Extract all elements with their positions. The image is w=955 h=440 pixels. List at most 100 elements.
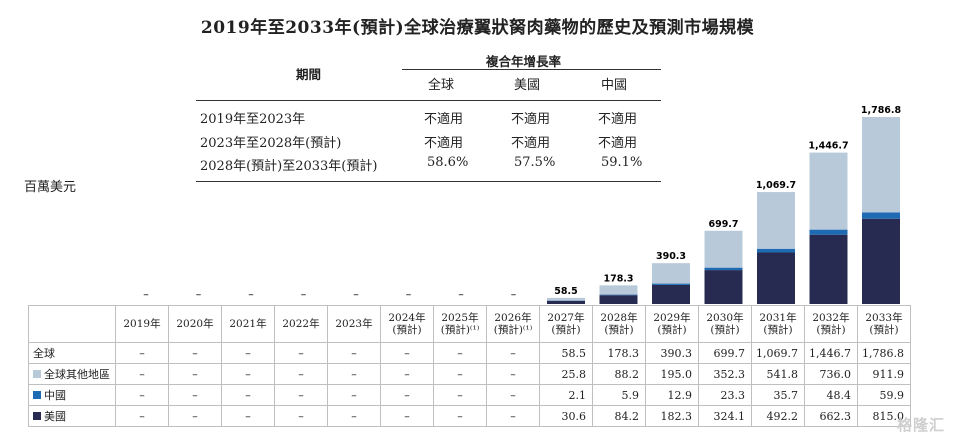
cagr-row-value: 不適用	[511, 136, 551, 151]
cagr-row-value: 58.6%	[427, 155, 469, 170]
table-cell: 12.9	[645, 384, 699, 406]
cagr-bottom-rule	[196, 181, 661, 182]
bar-segment	[704, 230, 743, 268]
table-column-header: 2029年 (預計)	[645, 305, 699, 343]
column-header-line: (預計)	[551, 324, 581, 336]
table-cell: 178.3	[592, 342, 646, 364]
row-label-cell: 全球	[28, 342, 116, 364]
table-cell: 662.3	[804, 405, 858, 427]
bar-total-label: –	[196, 288, 202, 301]
bar-segment	[862, 218, 900, 304]
table-cell: –	[221, 384, 275, 406]
table-cell: –	[486, 342, 540, 364]
table-cell: 182.3	[645, 405, 699, 427]
bar-segment	[809, 152, 848, 230]
bar-segment	[757, 192, 795, 249]
bar-segment	[652, 284, 690, 304]
cagr-row-value: 57.5%	[514, 155, 556, 170]
table-cell: –	[221, 405, 275, 427]
table-cell: –	[327, 405, 381, 427]
table-cell: 59.9	[857, 384, 911, 406]
bar-segment	[809, 229, 848, 235]
table-cell: 195.0	[645, 363, 699, 385]
table-cell: –	[433, 405, 487, 427]
bar-segment	[599, 285, 638, 295]
table-column-header: 2022年	[274, 305, 328, 343]
bar-segment	[809, 234, 848, 304]
cagr-table: 期間 複合年增長率 全球 美國 中國 2019年至2023年 不適用 不適用 不…	[196, 46, 661, 184]
bar-segment	[704, 270, 743, 304]
column-header-line: 2027年	[547, 312, 585, 324]
table-column-header: 2024年 (預計)	[380, 305, 434, 343]
column-header-line: 2033年	[865, 312, 903, 324]
column-header-line: 2032年	[812, 312, 850, 324]
table-column-header: 2026年 (預計)⁽¹⁾	[486, 305, 540, 343]
table-cell: –	[168, 384, 222, 406]
bar-segment	[599, 294, 638, 296]
table-cell: 48.4	[804, 384, 858, 406]
column-header-line: 2024年	[388, 312, 426, 324]
row-label: 中國	[44, 389, 66, 402]
bar-total-label: –	[458, 288, 464, 301]
table-cell: 699.7	[698, 342, 752, 364]
table-cell: 1,446.7	[804, 342, 858, 364]
table-cell: 815.0	[857, 405, 911, 427]
legend-swatch	[33, 391, 41, 399]
bar-segment	[547, 300, 585, 304]
cagr-row-period: 2023年至2028年(預計)	[200, 136, 342, 151]
table-column-header: 2032年 (預計)	[804, 305, 858, 343]
bar-total-label: –	[248, 288, 254, 301]
table-cell: 324.1	[698, 405, 752, 427]
table-column-header: 2019年	[115, 305, 169, 343]
table-cell: 390.3	[645, 342, 699, 364]
table-cell: –	[380, 384, 434, 406]
bar-total-label: –	[301, 288, 307, 301]
table-column-header: 2021年	[221, 305, 275, 343]
table-column-header: 2025年 (預計)⁽¹⁾	[433, 305, 487, 343]
unit-label: 百萬美元	[24, 180, 77, 195]
table-cell: 84.2	[592, 405, 646, 427]
table-cell: –	[380, 363, 434, 385]
watermark-logo: 格隆汇	[896, 416, 945, 434]
table-column-header: 2030年 (預計)	[698, 305, 752, 343]
table-cell: 2.1	[539, 384, 593, 406]
column-header-line: 2031年	[759, 312, 797, 324]
bar-total-label: –	[406, 288, 412, 301]
table-column-header: 2031年 (預計)	[751, 305, 805, 343]
cagr-row-value: 不適用	[598, 136, 638, 151]
table-cell: –	[486, 405, 540, 427]
bar-segment	[652, 263, 690, 284]
cagr-header-group: 複合年增長率	[486, 54, 562, 69]
row-label-cell: 中國	[28, 384, 116, 406]
table-cell: –	[327, 342, 381, 364]
cagr-row-period: 2019年至2023年	[200, 112, 306, 127]
table-cell: –	[115, 342, 169, 364]
cagr-row-value: 不適用	[424, 112, 464, 127]
table-cell: 1,069.7	[751, 342, 805, 364]
cagr-group-rule	[402, 69, 661, 70]
table-cell: –	[486, 384, 540, 406]
column-header-line: (預計)	[763, 324, 793, 336]
bar-total-label: 699.7	[708, 219, 738, 230]
table-cell: 88.2	[592, 363, 646, 385]
bar-total-label: 1,069.7	[756, 180, 796, 191]
table-cell: –	[115, 384, 169, 406]
cagr-col-china: 中國	[601, 78, 628, 93]
column-header-line: (預計)	[869, 324, 899, 336]
cagr-row-value: 不適用	[511, 112, 551, 127]
column-header-line: (預計)⁽¹⁾	[493, 324, 533, 336]
data-table-header: 2019年 2020年 2021年 2022年 2023年 2024年 (預計) 2025年(…	[28, 305, 911, 343]
bar-segment	[757, 248, 795, 253]
column-header-line: 2030年	[706, 312, 744, 324]
data-table: 2019年 2020年 2021年 2022年 2023年 2024年 (預計) 2025年(…	[28, 305, 911, 427]
row-label-cell: 美國	[28, 405, 116, 427]
column-header-line: 2020年	[176, 318, 214, 330]
table-cell: –	[327, 363, 381, 385]
table-cell: 1,786.8	[857, 342, 911, 364]
table-cell: –	[115, 363, 169, 385]
bar-total-label: –	[353, 288, 359, 301]
table-cell: –	[115, 405, 169, 427]
table-cell: 30.6	[539, 405, 593, 427]
table-cell: –	[168, 405, 222, 427]
bar-segment	[599, 295, 638, 304]
